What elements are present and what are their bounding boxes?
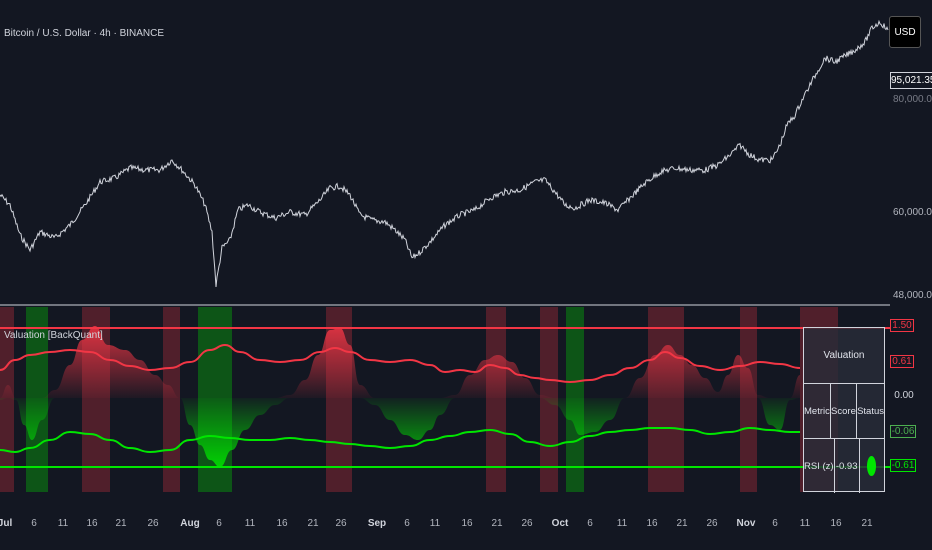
indicator-title[interactable]: Valuation [BackQuant] (4, 330, 103, 341)
overvalued-area (0, 326, 800, 398)
time-axis-label: 21 (861, 518, 873, 529)
time-axis-label: 26 (521, 518, 533, 529)
time-axis-label: 6 (216, 518, 222, 529)
overvalued-band (163, 307, 180, 492)
indicator-bands (0, 307, 838, 492)
time-axis-label: 6 (31, 518, 37, 529)
current-price-tag: 95,021.35 (890, 72, 932, 89)
time-axis-label: 16 (276, 518, 288, 529)
time-axis-label: 6 (404, 518, 410, 529)
time-axis-label: 21 (307, 518, 319, 529)
time-axis-label: 6 (587, 518, 593, 529)
time-axis-label: 16 (646, 518, 658, 529)
price-tick-60000: 60,000.00 (893, 207, 932, 218)
valuation-table-header-row: Metric Score Status (804, 384, 884, 439)
overvalued-band (648, 307, 684, 492)
time-axis-label: 11 (244, 518, 256, 529)
axis-tag-0-00: 0.00 (894, 390, 914, 401)
hidden-price-label: 80,000.00 (893, 94, 932, 105)
header-status: Status (857, 405, 884, 417)
undervalued-area (0, 398, 800, 467)
axis-tag-neg-0-61: -0.61 (890, 459, 916, 472)
axis-tag-neg-0-06: -0.06 (890, 425, 916, 438)
time-axis-label: 6 (772, 518, 778, 529)
row-score: -0.93 (835, 439, 860, 493)
time-axis-label: 21 (676, 518, 688, 529)
time-axis-label: 16 (830, 518, 842, 529)
time-axis-label: 16 (86, 518, 98, 529)
overvalued-band (486, 307, 506, 492)
upper-band-line (0, 343, 801, 384)
time-axis-label: Sep (367, 518, 387, 529)
price-line (0, 19, 889, 288)
time-axis-label: 21 (115, 518, 127, 529)
header-score: Score (831, 384, 858, 438)
time-axis-label: Oct (551, 518, 569, 529)
time-axis-label: 16 (461, 518, 473, 529)
valuation-table-row: RSI (z) -0.93 (804, 439, 884, 493)
time-axis-label: Nov (736, 518, 756, 529)
time-axis-label: 11 (57, 518, 69, 529)
time-axis-label: Aug (180, 518, 200, 529)
header-metric: Metric (804, 384, 831, 438)
lower-band-line (0, 426, 800, 454)
time-axis-label: 26 (335, 518, 347, 529)
axis-tag-0-61: 0.61 (890, 355, 914, 368)
overvalued-band (0, 307, 14, 492)
time-axis-label: 11 (799, 518, 811, 529)
overvalued-band (740, 307, 757, 492)
status-dot-icon (867, 456, 877, 476)
currency-button[interactable]: USD (889, 16, 921, 48)
time-axis-label: Jul (0, 518, 13, 529)
valuation-table-title: Valuation (804, 328, 884, 384)
time-axis-label: 26 (706, 518, 718, 529)
row-metric: RSI (z) (804, 439, 835, 493)
symbol-title[interactable]: Bitcoin / U.S. Dollar · 4h · BINANCE (4, 28, 165, 39)
price-tick-48000: 48,000.00 (893, 290, 932, 301)
axis-tag-1-50: 1.50 (890, 319, 914, 332)
time-axis-label: 11 (616, 518, 628, 529)
time-axis-label: 26 (147, 518, 159, 529)
row-status (860, 439, 884, 493)
valuation-table: Valuation Metric Score Status RSI (z) -0… (803, 327, 885, 493)
time-axis-label: 21 (491, 518, 503, 529)
time-axis-label: 11 (429, 518, 441, 529)
